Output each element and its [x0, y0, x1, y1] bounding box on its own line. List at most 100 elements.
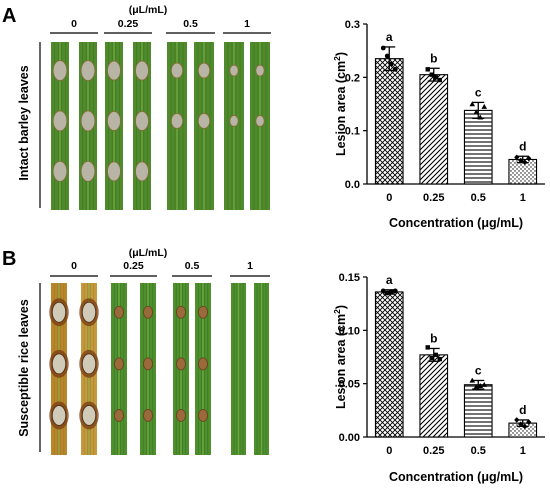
significance-label: c: [475, 363, 482, 377]
bar: [374, 291, 404, 438]
lesion: [51, 301, 67, 323]
x-axis-label: Concentration (μg/mL): [389, 470, 523, 484]
data-point: [425, 67, 430, 72]
leaf: [173, 283, 189, 455]
side-label: Susceptible rice leaves: [17, 299, 31, 437]
panel-b: B (μL/mL) 0 0.25 0.5 1 Susceptible rice lea…: [2, 247, 270, 455]
data-point: [514, 154, 520, 161]
leaf-photo: [49, 283, 269, 455]
bar-chart-b: 0.00 0.05 0.10 0.15 Lesion area (cm2) a 0 b 0.25…: [332, 272, 545, 484]
lesion: [176, 357, 186, 371]
y-tick-label: 0.15: [339, 272, 360, 284]
lesion: [135, 161, 149, 182]
panel-letter: A: [2, 5, 16, 27]
y-tick-label: 0.05: [339, 379, 360, 391]
data-point: [514, 417, 520, 423]
y-tick-label: 0.0: [345, 179, 360, 191]
leaf: [51, 42, 69, 210]
leaf: [254, 283, 269, 455]
lesion: [170, 113, 184, 129]
data-point: [380, 45, 386, 51]
leaf: [140, 283, 156, 455]
lesion: [52, 110, 68, 132]
x-tick-label: 0: [386, 192, 392, 204]
data-point: [388, 289, 394, 295]
concentration-headers: 0 0.25 0.5 1: [50, 18, 271, 34]
significance-label: d: [519, 403, 526, 417]
side-label: Intact barley leaves: [17, 65, 31, 180]
y-tick-label: 0.1: [345, 126, 360, 138]
lesion: [52, 160, 68, 182]
x-tick-label: 0.5: [471, 445, 486, 457]
concentration-headers: 0 0.25 0.5 1: [50, 260, 270, 277]
leaf: [79, 42, 97, 210]
lesion: [81, 301, 97, 323]
concentration-label: 0.25: [118, 18, 139, 30]
significance-label: b: [430, 51, 437, 65]
bar: [463, 384, 493, 438]
lesion: [198, 305, 208, 319]
bar: [419, 74, 449, 185]
leaf: [133, 42, 151, 210]
y-axis-label: Lesion area (cm2): [332, 52, 348, 156]
concentration-label: 0.5: [185, 260, 200, 272]
data-point: [522, 423, 528, 430]
data-point: [473, 109, 480, 115]
lesion: [176, 305, 186, 319]
data-point: [518, 421, 524, 427]
lesion: [170, 62, 184, 79]
data-point: [437, 77, 442, 83]
lesion: [81, 405, 97, 426]
lesion: [114, 305, 124, 319]
leaf: [195, 283, 211, 455]
y-axis-label: Lesion area (cm2): [332, 305, 348, 409]
lesion: [107, 161, 121, 182]
concentration-label: 0: [71, 18, 77, 30]
lesion: [107, 111, 121, 131]
data-point: [526, 155, 532, 162]
data-point: [481, 103, 488, 109]
data-point: [518, 157, 524, 164]
x-tick-label: 0.25: [423, 445, 444, 457]
lesion: [197, 62, 211, 79]
significance-label: a: [386, 30, 393, 44]
data-point: [380, 288, 386, 294]
significance-label: c: [475, 85, 482, 99]
leaf: [224, 42, 244, 210]
x-tick-label: 1: [520, 445, 526, 457]
leaf: [105, 42, 123, 210]
concentration-label: 1: [244, 18, 250, 30]
lesion: [229, 64, 239, 77]
lesion: [107, 60, 121, 81]
lesion: [80, 110, 96, 132]
panel-letter: B: [2, 248, 16, 270]
x-tick-label: 0.5: [471, 192, 486, 204]
data-point: [437, 356, 442, 362]
significance-label: a: [386, 273, 393, 287]
significance-label: d: [519, 139, 526, 153]
lesion: [114, 409, 124, 422]
lesion: [198, 409, 208, 422]
lesion: [81, 353, 97, 375]
lesion: [255, 115, 265, 127]
x-tick-label: 0.25: [423, 192, 444, 204]
bar-chart-a: 0.0 0.1 0.2 0.3 Lesion area (cm2) a 0 b 0.25 c 0.5…: [332, 19, 545, 230]
lesion: [255, 64, 265, 77]
bar: [463, 109, 493, 185]
lesion: [80, 160, 96, 182]
data-point: [477, 114, 484, 120]
unit-label: (μL/mL): [129, 247, 168, 259]
lesion: [135, 111, 149, 131]
leaf: [111, 283, 127, 455]
data-point: [392, 288, 398, 294]
unit-label: (μL/mL): [129, 4, 168, 16]
leaf-photo: [51, 42, 270, 210]
data-point: [526, 419, 532, 425]
lesion: [51, 405, 67, 426]
panel-a: A (μL/mL) 0 0.25 0.5 1 Intact barley leaves: [2, 4, 271, 210]
leaf: [194, 42, 214, 210]
concentration-label: 1: [247, 260, 253, 272]
lesion: [114, 357, 124, 371]
lesion: [80, 60, 96, 81]
